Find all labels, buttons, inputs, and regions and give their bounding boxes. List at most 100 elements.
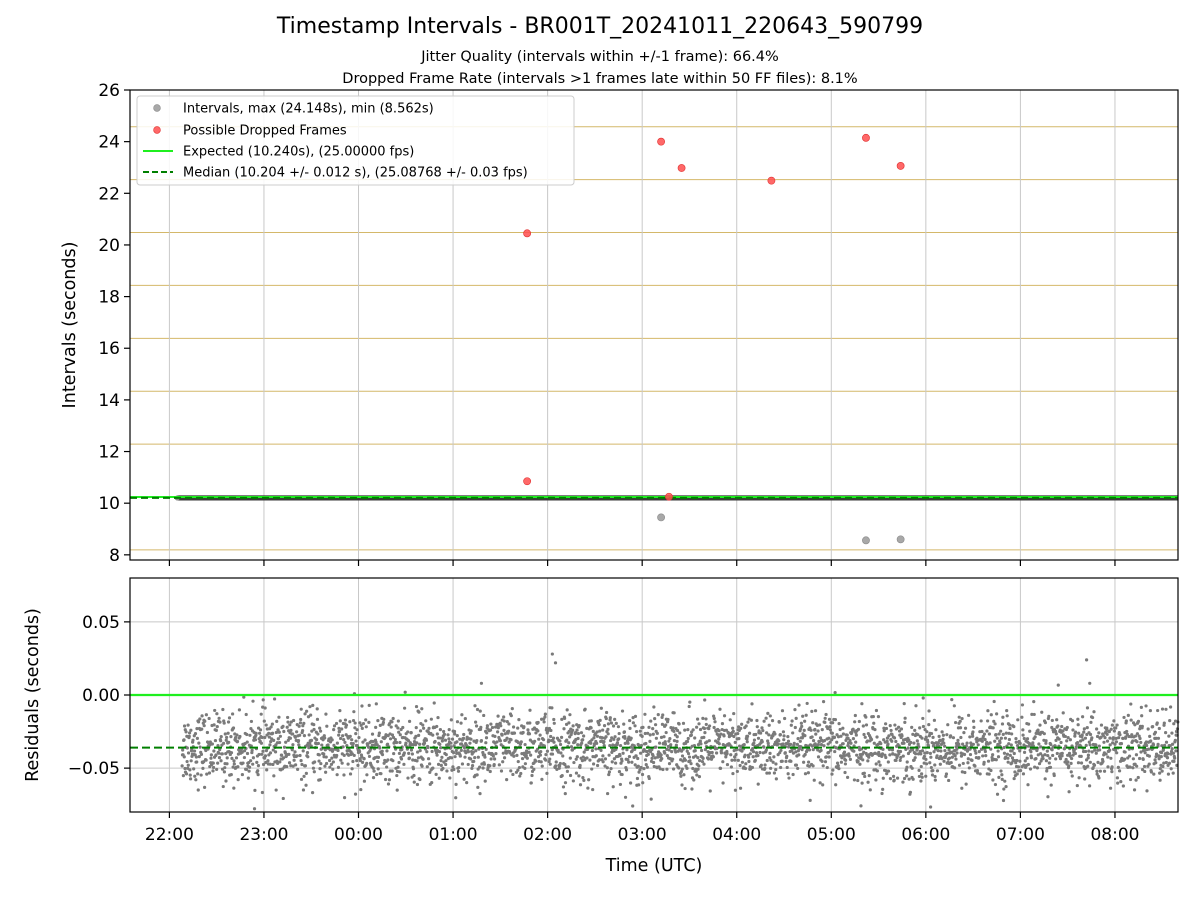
residual-point <box>291 732 295 736</box>
residual-point <box>414 704 419 709</box>
residual-point <box>769 758 773 762</box>
residual-point <box>602 724 607 728</box>
residual-point <box>1058 757 1063 761</box>
residual-point <box>663 740 667 744</box>
residual-point <box>1089 720 1093 724</box>
residual-point <box>944 774 948 778</box>
residual-point <box>905 760 909 764</box>
residual-point <box>217 751 221 755</box>
residual-point <box>1070 774 1074 778</box>
residual-point <box>898 758 902 762</box>
residual-point <box>772 755 776 759</box>
residual-point <box>613 717 617 721</box>
residual-point <box>376 755 381 759</box>
residual-point <box>1064 757 1068 762</box>
residual-point <box>672 729 676 733</box>
residual-point <box>589 741 593 745</box>
residual-point <box>821 700 826 704</box>
residual-point <box>1006 756 1010 760</box>
residual-point <box>721 781 725 785</box>
residual-point <box>512 754 516 758</box>
residual-point <box>1157 726 1161 731</box>
residual-point <box>575 723 579 727</box>
residual-point <box>623 795 628 799</box>
residual-point <box>379 740 383 744</box>
residual-point <box>260 790 265 795</box>
residual-point <box>954 757 958 761</box>
residual-point <box>552 740 556 744</box>
residual-point <box>232 762 236 766</box>
residual-outlier <box>1088 681 1092 685</box>
residual-point <box>841 726 845 730</box>
residual-point <box>774 762 778 766</box>
residual-point <box>389 725 393 729</box>
residual-point <box>194 778 198 782</box>
residual-point <box>857 719 861 724</box>
residual-point <box>853 720 857 724</box>
residual-point <box>507 729 511 733</box>
residual-point <box>415 741 419 745</box>
residual-point <box>242 695 246 699</box>
residual-point <box>886 742 890 746</box>
residual-point <box>511 772 515 777</box>
residual-point <box>777 739 781 743</box>
residual-point <box>1033 735 1037 739</box>
residual-point <box>918 726 922 730</box>
residual-point <box>936 741 940 746</box>
residual-point <box>387 778 391 782</box>
residual-point <box>256 764 261 768</box>
residual-point <box>828 728 832 732</box>
residual-point <box>1080 733 1084 737</box>
residual-point <box>558 739 562 743</box>
residual-point <box>289 720 293 724</box>
residual-point <box>205 772 209 776</box>
residual-point <box>465 781 469 785</box>
residual-point <box>364 718 368 722</box>
residual-point <box>393 737 397 742</box>
residual-point <box>604 710 609 715</box>
residual-point <box>199 773 203 777</box>
residual-point <box>747 759 751 764</box>
residual-point <box>686 752 691 756</box>
residual-point <box>538 733 542 737</box>
residual-point <box>911 748 915 752</box>
residual-point <box>1083 777 1087 781</box>
residual-point <box>595 741 599 745</box>
residual-point <box>866 759 870 763</box>
residual-point <box>1008 726 1012 731</box>
residual-point <box>966 757 970 761</box>
residual-point <box>645 765 649 769</box>
residual-point <box>380 753 385 757</box>
residual-point <box>899 727 904 731</box>
residual-point <box>762 719 766 723</box>
residual-point <box>1136 775 1140 780</box>
residual-point <box>984 754 988 758</box>
residual-point <box>1170 731 1174 735</box>
residual-point <box>668 736 672 741</box>
residual-point <box>343 718 348 722</box>
residual-point <box>947 748 951 752</box>
x-tick-label: 05:00 <box>807 825 856 845</box>
residual-point <box>1074 745 1078 749</box>
residual-point <box>1135 764 1139 768</box>
residual-point <box>499 769 504 773</box>
residual-point <box>203 719 207 723</box>
residual-point <box>350 767 354 771</box>
residual-point <box>919 752 923 756</box>
residual-point <box>576 736 580 741</box>
residual-point <box>937 734 941 738</box>
residual-point <box>881 776 885 780</box>
residual-point <box>519 740 523 744</box>
residual-point <box>356 763 360 767</box>
residual-point <box>502 719 506 723</box>
residual-point <box>388 737 393 741</box>
residual-point <box>724 728 728 732</box>
residual-point <box>193 732 198 736</box>
residual-point <box>348 772 353 776</box>
residual-point <box>607 770 612 774</box>
residual-point <box>1016 718 1020 722</box>
residual-point <box>407 751 411 755</box>
residual-point <box>1010 756 1015 760</box>
residual-point <box>986 709 990 713</box>
residual-point <box>662 735 666 739</box>
